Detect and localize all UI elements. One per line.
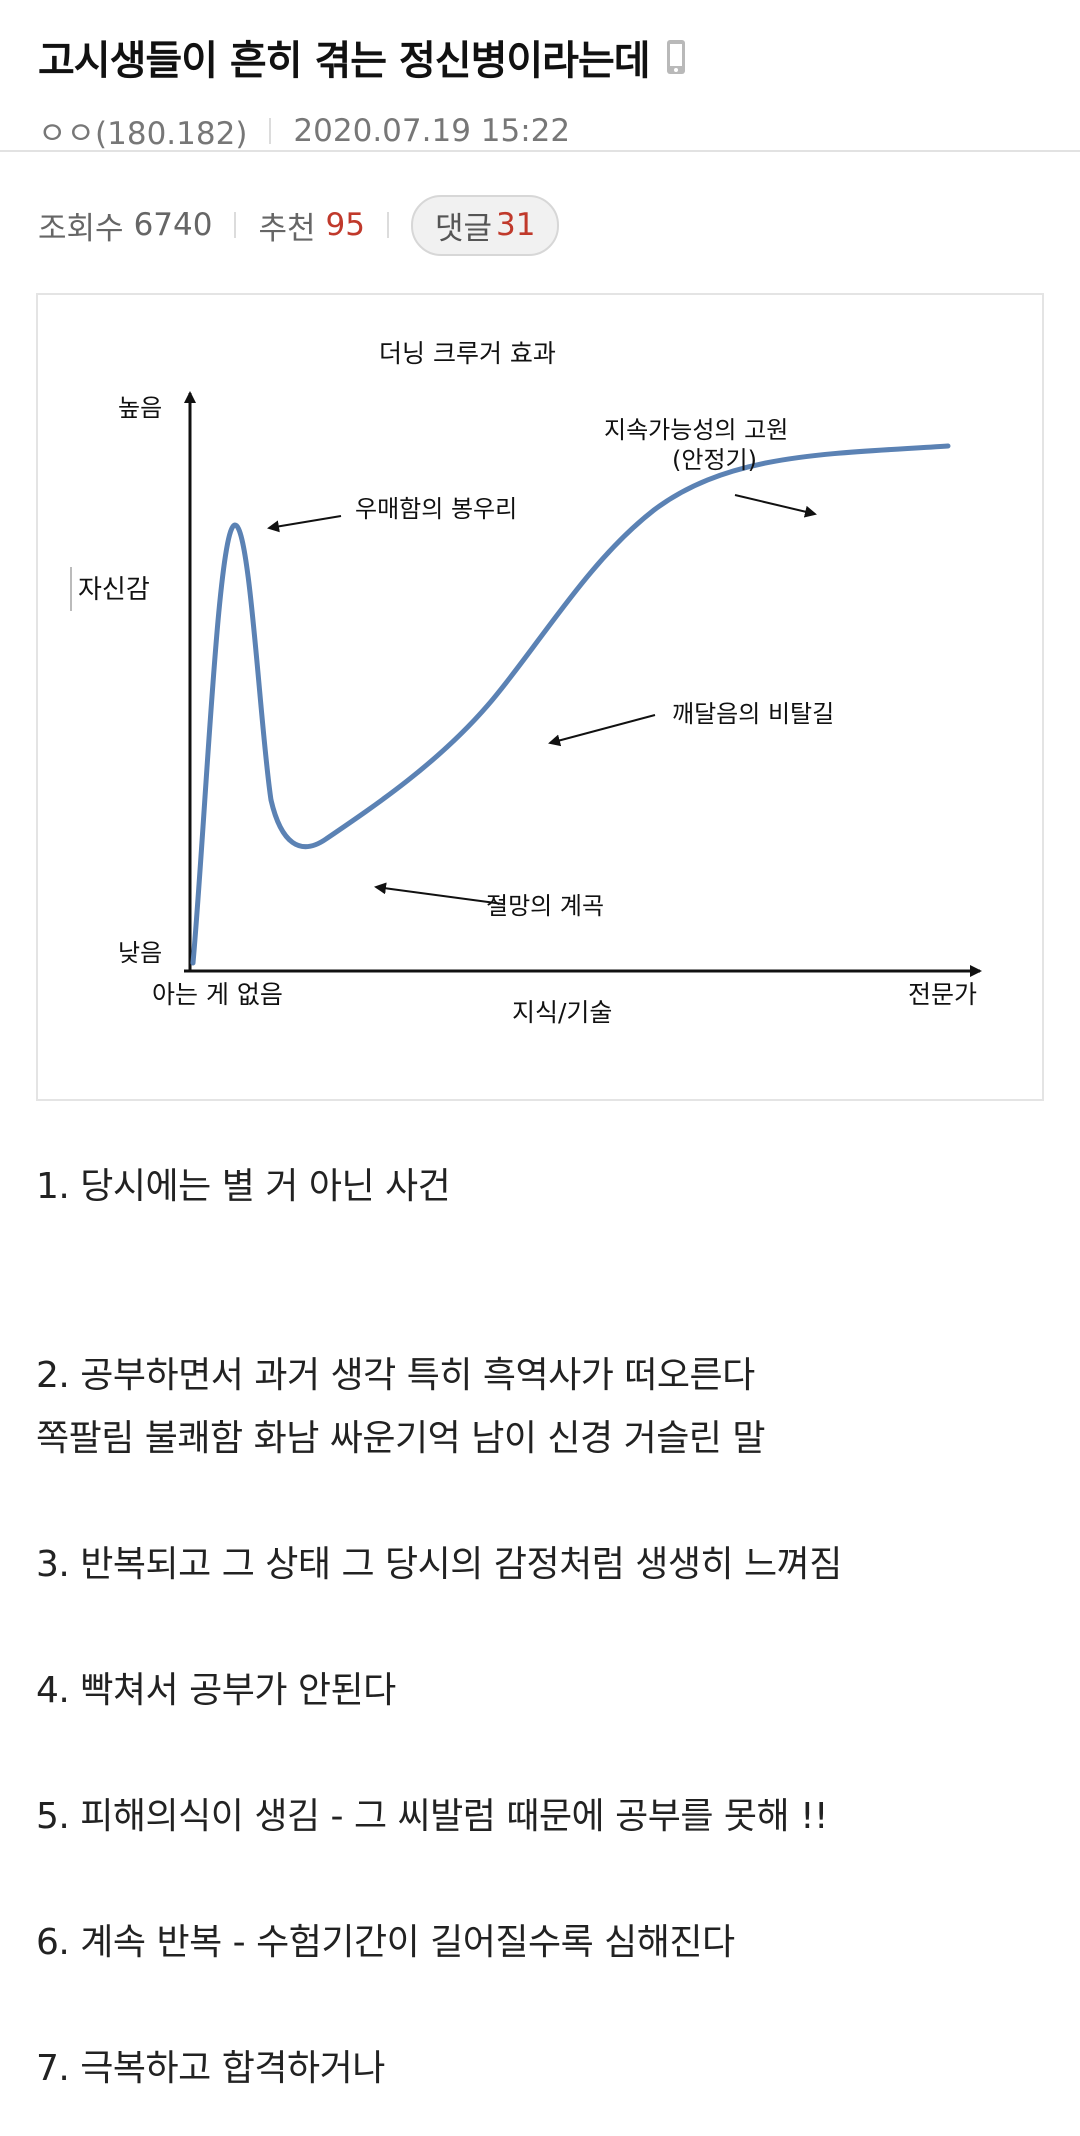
stats-divider [234,212,237,238]
plateau-annotation-sub: (안정기) [672,446,757,474]
meta-divider [269,117,272,144]
peak-arrow [267,515,342,533]
x-axis-start-label: 아는 게 없음 [152,980,283,1009]
y-axis-high-label: 높음 [118,394,162,422]
post-meta: ㅇㅇ(180.182) 2020.07.19 15:22 [38,108,1042,153]
post-title-row: 고시생들이 흔히 겪는 정신병이라는데 [38,28,1042,86]
slope-annotation: 깨달음의 비탈길 [672,700,834,728]
post-stats: 조회수 6740 추천 95 댓글 31 [0,152,1080,292]
body-line: 3. 반복되고 그 상태 그 당시의 감정처럼 생생히 느껴짐 [36,1544,842,1585]
body-line: 4. 빡쳐서 공부가 안된다 [36,1670,396,1711]
figure-title: 더닝 크루거 효과 [379,339,556,368]
body-line [36,1596,1046,1659]
dunning-kruger-diagram: 더닝 크루거 효과 높음 자신감 낮음 아는 게 없음 지식/기술 전문가 우매… [70,339,982,1027]
valley-arrow [374,882,504,905]
comments-label: 댓글 [434,210,493,247]
plateau-arrow [734,494,817,518]
slope-arrow [548,714,656,747]
body-line [36,1974,1046,2037]
y-axis-low-label: 낮음 [118,939,162,967]
views-count: 6740 [133,207,213,243]
comments-button[interactable]: 댓글 31 [410,194,560,256]
body-line: 쪽팔림 불쾌함 화남 싸운기억 남이 신경 거슬린 말 [36,1418,766,1459]
body-line [36,1848,1046,1911]
post-body: 1. 당시에는 별 거 아닌 사건 2. 공부하면서 과거 생각 특히 흑역사가… [36,1155,1046,2100]
recommend-count: 95 [325,207,365,243]
post-title: 고시생들이 흔히 겪는 정신병이라는데 [38,38,651,84]
dunning-kruger-image: 더닝 크루거 효과 높음 자신감 낮음 아는 게 없음 지식/기술 전문가 우매… [36,293,1044,1101]
body-line [36,1281,1046,1344]
x-axis-end-label: 전문가 [908,980,977,1009]
x-axis-label: 지식/기술 [512,998,612,1027]
valley-annotation: 절망의 계곡 [486,892,604,920]
post-date: 2020.07.19 15:22 [293,112,571,149]
body-line: 2. 공부하면서 과거 생각 특히 흑역사가 떠오른다 [36,1355,755,1396]
body-line: 7. 극복하고 합격하거나 [36,2048,385,2089]
body-line: 1. 당시에는 별 거 아닌 사건 [36,1166,451,1207]
post-header: 고시생들이 흔히 겪는 정신병이라는데 ㅇㅇ(180.182) 2020.07.… [0,0,1080,152]
body-line [36,1218,1046,1281]
body-line: 5. 피해의식이 생김 - 그 씨발럼 때문에 공부를 못해 !! [36,1796,828,1837]
comments-count: 31 [496,207,536,243]
mobile-phone-icon [666,39,686,75]
author-name[interactable]: ㅇㅇ(180.182) [38,116,248,152]
confidence-curve [190,443,951,966]
plateau-annotation: 지속가능성의 고원 [604,416,788,444]
views-label: 조회수 [38,210,124,247]
body-line: 6. 계속 반복 - 수험기간이 길어질수록 심해진다 [36,1922,735,1963]
stats-divider [386,212,389,238]
body-line [36,1470,1046,1533]
y-axis-label: 자신감 [78,575,150,605]
recommend-label: 추천 [258,210,316,247]
peak-annotation: 우매함의 봉우리 [355,495,517,523]
body-line [36,1722,1046,1785]
